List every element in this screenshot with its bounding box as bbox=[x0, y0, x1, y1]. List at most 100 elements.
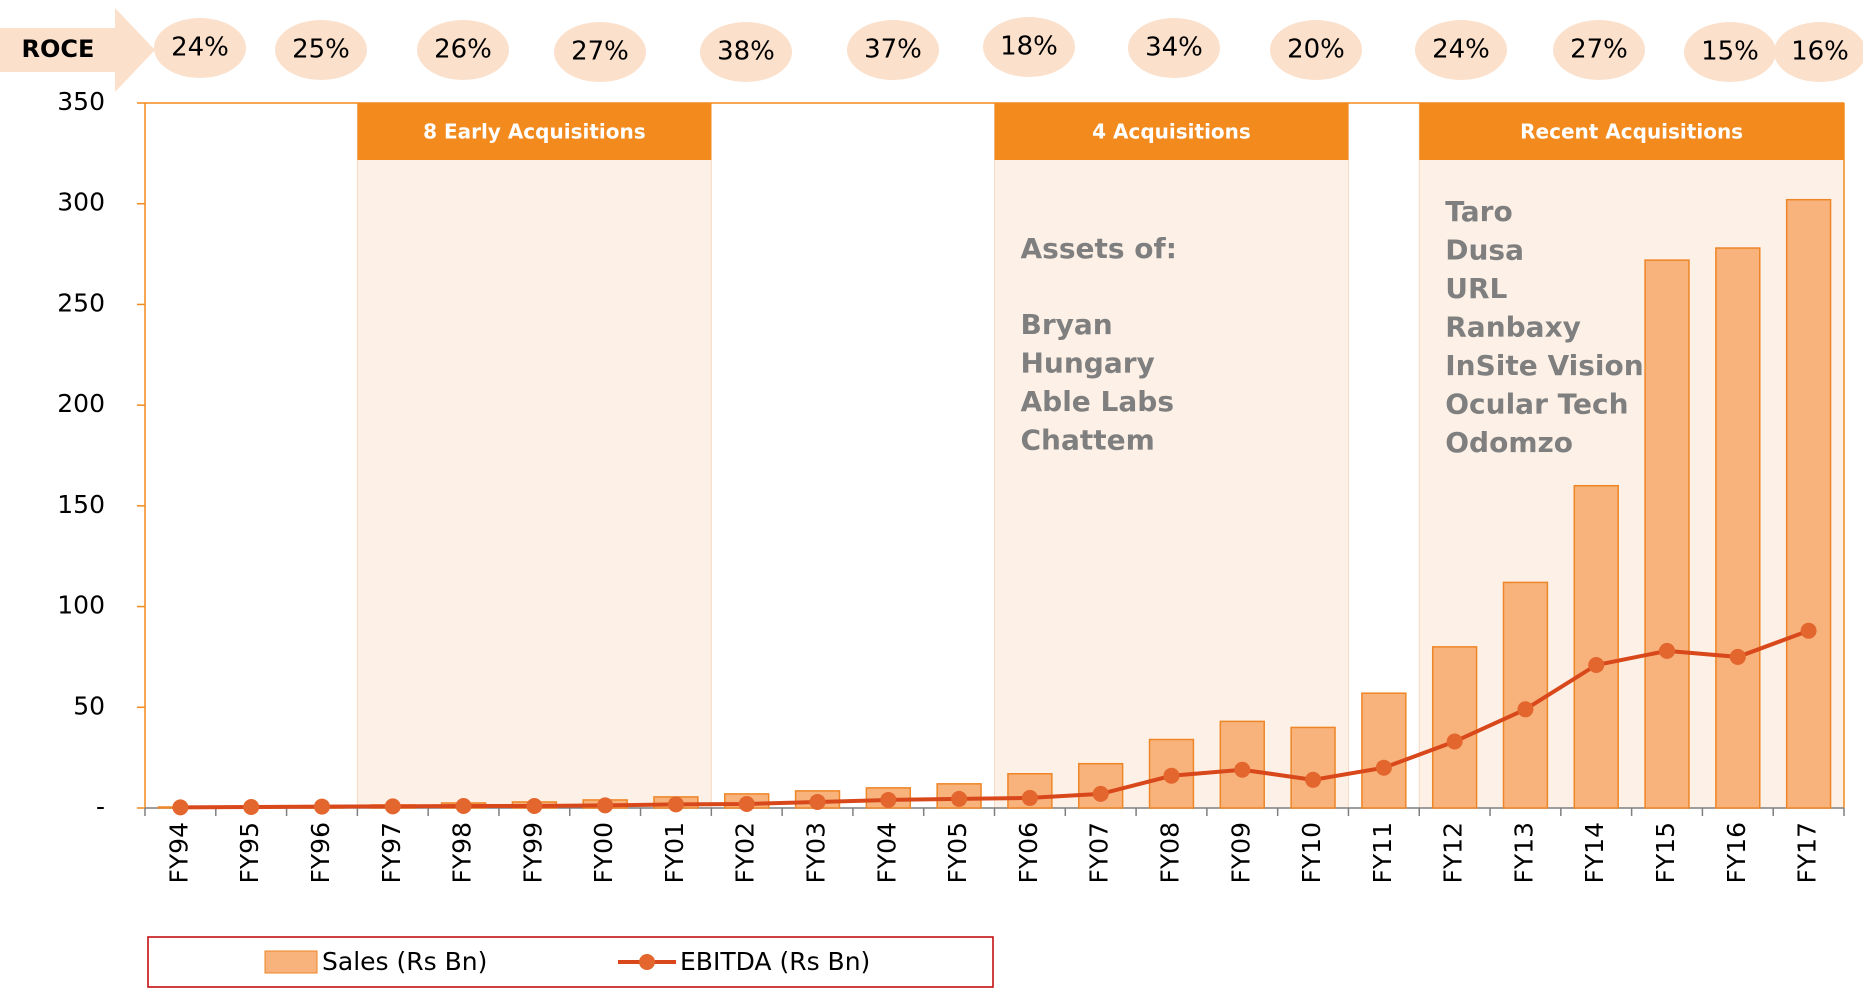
x-tick-label: FY11 bbox=[1368, 822, 1397, 883]
region-title: Recent Acquisitions bbox=[1520, 120, 1743, 144]
region-shade bbox=[994, 102, 1349, 809]
roce-bubble bbox=[1684, 22, 1776, 82]
x-tick-label: FY02 bbox=[731, 822, 760, 883]
point bbox=[455, 797, 472, 814]
region-shade bbox=[1418, 102, 1845, 809]
region-header bbox=[357, 103, 712, 160]
point bbox=[1305, 771, 1322, 788]
point bbox=[1800, 622, 1817, 639]
point bbox=[1375, 759, 1392, 776]
region-item: InSite Vision bbox=[1445, 349, 1643, 382]
region-header bbox=[1419, 103, 1844, 160]
point bbox=[526, 797, 543, 814]
point bbox=[172, 799, 189, 816]
bar bbox=[1431, 646, 1478, 809]
roce-bubble bbox=[417, 20, 509, 80]
x-tick-label: FY08 bbox=[1155, 822, 1184, 883]
x-tick-label: FY17 bbox=[1793, 822, 1822, 883]
region-item: Able Labs bbox=[1021, 385, 1175, 418]
point bbox=[243, 798, 260, 815]
x-tick-label: FY94 bbox=[164, 822, 193, 883]
legend-label: EBITDA (Rs Bn) bbox=[680, 947, 870, 976]
roce-bubble bbox=[983, 17, 1075, 77]
x-tick-label: FY15 bbox=[1651, 822, 1680, 883]
y-tick-label: 150 bbox=[57, 490, 105, 519]
region-title: 8 Early Acquisitions bbox=[423, 120, 646, 144]
roce-value: 18% bbox=[1000, 32, 1058, 62]
point bbox=[1021, 789, 1038, 806]
roce-value: 20% bbox=[1287, 35, 1345, 65]
bar bbox=[1361, 692, 1407, 809]
bar bbox=[1290, 726, 1336, 809]
roce-value: 34% bbox=[1145, 33, 1203, 63]
region-item: Bryan bbox=[1021, 308, 1113, 341]
point bbox=[1517, 701, 1534, 718]
x-tick-label: FY01 bbox=[660, 822, 689, 883]
x-tick-label: FY03 bbox=[802, 822, 831, 883]
point bbox=[667, 796, 684, 813]
region-heading: Assets of: bbox=[1021, 232, 1177, 265]
roce-value: 25% bbox=[292, 35, 350, 65]
region-title: 4 Acquisitions bbox=[1092, 120, 1251, 144]
roce-arrow bbox=[0, 8, 155, 92]
x-tick-label: FY04 bbox=[872, 822, 901, 883]
roce-bubble bbox=[275, 20, 367, 80]
legend-swatch bbox=[264, 950, 318, 974]
x-tick-label: FY95 bbox=[235, 822, 264, 883]
region-item: Hungary bbox=[1021, 347, 1155, 380]
region-item: Dusa bbox=[1445, 234, 1524, 267]
legend-point bbox=[639, 954, 655, 970]
point bbox=[1729, 648, 1746, 665]
y-tick-label: 350 bbox=[57, 87, 105, 116]
roce-value: 15% bbox=[1701, 37, 1759, 67]
roce-bubble bbox=[1553, 20, 1645, 80]
roce-bubble bbox=[1270, 20, 1362, 80]
x-tick-label: FY97 bbox=[377, 822, 406, 883]
roce-value: 27% bbox=[1570, 35, 1628, 65]
x-tick-label: FY98 bbox=[448, 822, 477, 883]
line bbox=[180, 628, 1810, 810]
point bbox=[1092, 785, 1109, 802]
x-tick-label: FY09 bbox=[1226, 822, 1255, 883]
x-tick-label: FY07 bbox=[1085, 822, 1114, 883]
point bbox=[1659, 642, 1676, 659]
x-tick-label: FY10 bbox=[1297, 822, 1326, 883]
roce-label: ROCE bbox=[22, 35, 95, 63]
roce-bubble bbox=[554, 22, 646, 82]
point bbox=[1163, 767, 1180, 784]
x-tick-label: FY14 bbox=[1580, 822, 1609, 883]
x-tick-label: FY99 bbox=[518, 822, 547, 883]
x-tick-label: FY00 bbox=[589, 822, 618, 883]
region-item: Ocular Tech bbox=[1445, 388, 1628, 421]
bar bbox=[1644, 259, 1690, 809]
point bbox=[1234, 761, 1251, 778]
y-tick-label: 200 bbox=[57, 389, 105, 418]
y-tick-label: 100 bbox=[57, 591, 105, 620]
region-shade bbox=[356, 102, 712, 809]
point bbox=[384, 798, 401, 815]
roce-bubble bbox=[154, 18, 246, 78]
point bbox=[1446, 733, 1463, 750]
roce-bubble bbox=[1774, 22, 1863, 82]
point bbox=[951, 790, 968, 807]
point bbox=[738, 795, 755, 812]
point bbox=[809, 793, 826, 810]
roce-value: 26% bbox=[434, 35, 492, 65]
x-tick-label: FY13 bbox=[1509, 822, 1538, 883]
x-tick-label: FY06 bbox=[1014, 822, 1043, 883]
roce-value: 16% bbox=[1791, 37, 1849, 67]
roce-value: 27% bbox=[571, 37, 629, 67]
x-tick-label: FY96 bbox=[306, 822, 335, 883]
y-tick-label: - bbox=[96, 792, 105, 821]
roce-bubble bbox=[1128, 18, 1220, 78]
roce-bubble bbox=[1415, 20, 1507, 80]
x-tick-label: FY05 bbox=[943, 822, 972, 883]
point bbox=[1588, 656, 1605, 673]
bar bbox=[1785, 198, 1832, 809]
region-item: Odomzo bbox=[1445, 426, 1573, 459]
roce-bubble bbox=[847, 20, 939, 80]
legend-box bbox=[147, 936, 994, 988]
region-item: Ranbaxy bbox=[1445, 311, 1581, 344]
point bbox=[313, 798, 330, 815]
